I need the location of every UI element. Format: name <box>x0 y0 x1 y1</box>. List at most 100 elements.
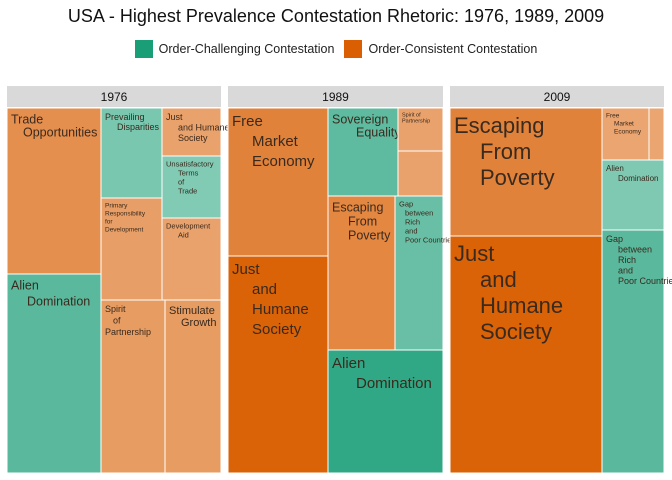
treemap-rect <box>327 195 396 351</box>
panel-2009: 2009 Escaping From Poverty Free Market Economy… <box>449 86 672 474</box>
treemap-label-line: and <box>480 267 517 292</box>
treemap-cell: Prevailing Disparities <box>100 107 163 199</box>
treemap-cell: Unsatisfactory Terms of Trade <box>161 155 222 219</box>
treemap-label: Prevailing Disparities <box>105 112 160 132</box>
treemap-label-line: Just <box>454 241 494 266</box>
treemap-label-line: Just <box>232 261 260 278</box>
treemap-label-line: Market <box>252 133 299 150</box>
treemap-label: Escaping From Poverty <box>332 201 391 243</box>
treemap-cell: Alien Domination <box>601 159 665 231</box>
treemap-label: Stimulate Growth <box>169 305 216 329</box>
panel-header <box>228 86 443 107</box>
treemap-label-line: Rich <box>618 255 636 265</box>
treemap-label-line: Growth <box>181 317 216 329</box>
treemap-label-line: of <box>113 316 121 326</box>
treemap-rect <box>449 107 603 237</box>
treemap-rect <box>397 150 444 197</box>
treemap-cell: Escaping From Poverty <box>449 107 603 237</box>
treemap-label-line: Poor Countries <box>618 276 672 286</box>
treemap-cell <box>397 150 444 197</box>
treemap-label-line: Market <box>614 121 634 128</box>
treemap-label-line: Trade <box>11 113 43 127</box>
treemap-rect <box>327 349 444 474</box>
treemap-label-line: Domination <box>27 295 90 309</box>
treemap-cell: Just and Humane Society <box>227 255 329 474</box>
treemap-label: Alien Domination <box>606 164 658 183</box>
treemap-label: Primary Responsibility for Development <box>105 203 146 234</box>
treemap-label-line: between <box>405 209 433 218</box>
treemap-label-line: Primary <box>105 203 128 210</box>
treemap-label-line: Development <box>166 222 211 231</box>
treemap-rect <box>100 299 166 474</box>
treemap-label-line: Free <box>232 113 263 130</box>
treemap-label-line: Opportunities <box>23 126 97 140</box>
treemap-label: Sovereign Equality <box>332 113 401 140</box>
treemap-label-line: Humane <box>252 301 309 318</box>
treemap-rect <box>161 155 222 219</box>
treemap-label-line: and <box>618 266 633 276</box>
treemap-rect <box>161 107 222 157</box>
treemap-label-line: Responsibility <box>105 211 146 218</box>
treemap-cell: Just and Humane Society <box>161 107 230 157</box>
panel-header-label: 2009 <box>544 90 571 104</box>
treemap-label-line: Society <box>252 321 302 338</box>
treemap-label-line: Society <box>178 133 208 143</box>
legend-swatch-challenging <box>134 40 153 58</box>
treemap-label-line: Rich <box>405 218 420 227</box>
treemap-label-line: Free <box>606 113 620 120</box>
treemap-label: Unsatisfactory Terms of Trade <box>166 160 214 196</box>
treemap-label-line: Development <box>105 227 143 234</box>
treemap-label-line: Poverty <box>348 229 391 243</box>
treemap-label: Just and Humane Society <box>166 112 230 143</box>
legend-item-challenging: Order-Challenging Contestation <box>134 40 335 58</box>
treemap-label-line: for <box>105 219 113 226</box>
treemap-cell: Spirit of Partnership <box>397 107 444 152</box>
treemap-rect <box>161 217 222 301</box>
treemap-label-line: Gap <box>606 234 623 244</box>
panel-header-label: 1989 <box>322 90 349 104</box>
legend-swatch-consistent <box>344 40 363 58</box>
treemap-label-line: Stimulate <box>169 305 215 317</box>
treemap-rect <box>601 107 650 161</box>
treemap-cell: Primary Responsibility for Development <box>100 197 163 301</box>
treemap-label: Just and Humane Society <box>454 241 563 344</box>
treemap-label: Free Market Economy <box>232 113 315 170</box>
treemap-label-line: Sovereign <box>332 113 388 127</box>
treemap-cell: Development Aid <box>161 217 222 301</box>
treemap-cell: Free Market Economy <box>227 107 329 257</box>
treemap-label-line: Unsatisfactory <box>166 160 214 169</box>
treemap-rect <box>327 107 399 197</box>
treemap-cell: Free Market Economy <box>601 107 650 161</box>
panel-1989: 1989 Free Market Economy Just and Humane Societ… <box>227 86 455 474</box>
treemap-label-line: Poor Countries <box>405 236 455 245</box>
chart-title: USA - Highest Prevalence Contestation Rh… <box>67 6 605 26</box>
treemap-label-line: Humane <box>480 293 563 318</box>
treemap-rect <box>449 235 603 474</box>
treemap-label-line: and Humane <box>178 123 230 133</box>
treemap-label-line: Just <box>166 112 183 122</box>
treemap-rect <box>648 107 665 161</box>
treemap-rect <box>394 195 444 351</box>
treemap-label-line: Prevailing <box>105 112 145 122</box>
treemap-cell: Spirit of Partnership <box>100 299 166 474</box>
treemap-rect <box>164 299 222 474</box>
treemap-label: Just and Humane Society <box>232 261 309 338</box>
legend-label-challenging: Order-Challenging Contestation <box>158 42 335 56</box>
treemap-cell: Stimulate Growth <box>164 299 222 474</box>
treemap-label-line: Spirit <box>105 304 126 314</box>
treemap-label-line: Escaping <box>454 113 545 138</box>
treemap-rect <box>6 107 102 275</box>
treemap-label-line: between <box>618 245 652 255</box>
treemap-label-line: Domination <box>618 174 658 183</box>
panel-header <box>450 86 664 107</box>
treemap-label: Alien Domination <box>11 279 90 309</box>
treemap-label-line: Economy <box>252 153 315 170</box>
treemap-rect <box>601 159 665 231</box>
treemap-cell: Escaping From Poverty <box>327 195 396 351</box>
